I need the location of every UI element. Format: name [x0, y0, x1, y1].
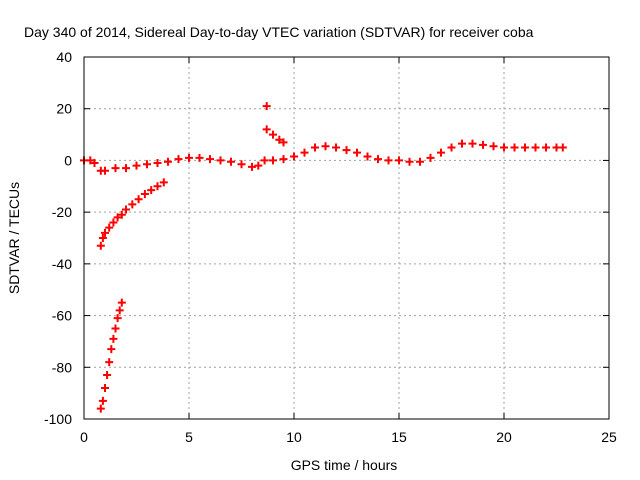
data-point	[134, 195, 143, 204]
data-point	[109, 218, 118, 227]
data-point	[500, 143, 508, 152]
data-point	[98, 234, 107, 242]
data-point	[185, 153, 193, 162]
y-tick-label: -100	[44, 411, 72, 427]
data-point	[275, 135, 284, 144]
data-point	[113, 213, 122, 222]
x-tick-label: 25	[601, 429, 617, 445]
data-point	[96, 241, 105, 250]
data-point	[416, 157, 424, 166]
data-point	[353, 148, 361, 157]
data-point	[426, 153, 435, 162]
data-point	[105, 223, 114, 232]
ticks: 0 5 10 15 20 25 -100 -80 -60 -40 -20 0 20 40	[44, 49, 617, 445]
data-point	[174, 155, 183, 164]
data-point	[279, 155, 288, 164]
data-point	[122, 164, 130, 173]
data-point	[248, 162, 256, 171]
data-point	[111, 164, 120, 173]
plot-frame	[83, 56, 610, 420]
data-point	[558, 143, 567, 152]
data-point	[458, 139, 466, 148]
y-tick-label: 0	[64, 152, 72, 168]
data-point	[140, 190, 149, 199]
data-point	[384, 156, 393, 165]
data-point	[510, 143, 519, 152]
data-point	[290, 152, 298, 161]
data-point	[164, 157, 172, 166]
data-point	[363, 152, 372, 161]
data-point	[332, 143, 340, 152]
chart-title: Day 340 of 2014, Sidereal Day-to-day VTE…	[24, 24, 534, 40]
y-tick-label: 40	[56, 49, 72, 65]
data-point	[531, 143, 540, 152]
data-point	[237, 160, 246, 169]
data-point	[90, 159, 99, 168]
y-tick-label: -80	[52, 359, 72, 375]
data-point	[437, 148, 445, 157]
data-point	[98, 396, 107, 405]
data-point	[101, 383, 109, 392]
y-tick-label: -20	[52, 204, 72, 220]
data-point	[206, 155, 214, 164]
data-point	[269, 156, 277, 165]
data-point	[122, 205, 130, 214]
data-point	[468, 139, 477, 148]
data-point	[262, 102, 271, 111]
x-tick-label: 15	[391, 429, 407, 445]
x-tick-label: 5	[185, 429, 193, 445]
data-point	[479, 140, 487, 149]
data-point	[103, 371, 112, 380]
data-points	[80, 102, 567, 413]
data-point	[109, 334, 118, 343]
data-point	[262, 125, 271, 134]
y-tick-label: -40	[52, 256, 72, 272]
data-point	[111, 324, 120, 333]
y-axis-label: SDTVAR / TECUs	[6, 182, 22, 294]
data-point	[542, 143, 550, 152]
data-point	[279, 138, 288, 147]
data-point	[128, 200, 137, 209]
grid	[84, 57, 609, 419]
data-point	[405, 157, 414, 166]
data-point	[132, 161, 141, 170]
data-point	[101, 166, 109, 175]
data-point	[147, 186, 156, 195]
data-point	[395, 156, 403, 165]
data-point	[86, 156, 95, 165]
x-axis-label: GPS time / hours	[291, 457, 398, 473]
data-point	[300, 148, 309, 157]
x-tick-label: 20	[496, 429, 512, 445]
data-point	[260, 156, 269, 165]
data-point	[311, 143, 319, 152]
data-point	[117, 298, 126, 307]
data-point	[227, 157, 235, 166]
data-point	[489, 142, 498, 151]
data-point	[521, 143, 529, 152]
data-point	[115, 306, 124, 315]
data-point	[113, 314, 122, 323]
data-point	[153, 159, 162, 168]
data-point	[153, 182, 162, 191]
data-point	[117, 210, 126, 219]
data-point	[105, 358, 114, 367]
data-point	[96, 404, 105, 413]
data-point	[342, 146, 351, 155]
x-tick-label: 0	[80, 429, 88, 445]
data-point	[195, 153, 204, 162]
x-tick-label: 10	[286, 429, 302, 445]
y-tick-label: -60	[52, 308, 72, 324]
data-point	[447, 143, 456, 152]
data-point	[143, 160, 151, 169]
data-point	[101, 228, 109, 237]
data-point	[159, 178, 168, 187]
data-point	[254, 161, 263, 170]
data-point	[269, 130, 277, 139]
data-point	[321, 142, 330, 151]
data-point	[374, 155, 382, 164]
data-point	[107, 345, 116, 354]
y-tick-label: 20	[56, 101, 72, 117]
data-point	[216, 156, 225, 165]
